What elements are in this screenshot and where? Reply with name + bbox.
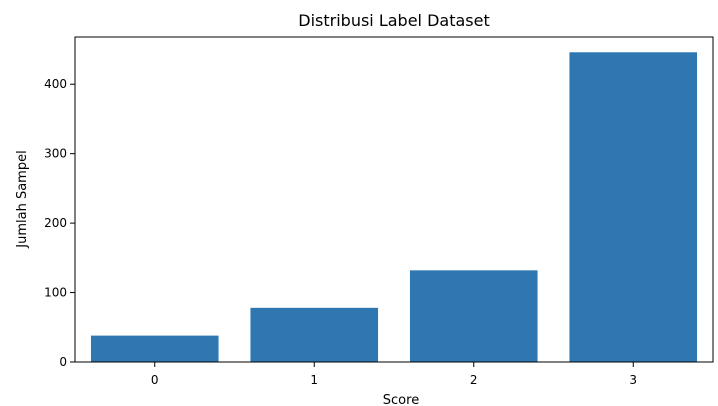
y-tick-label: 400 — [44, 77, 67, 91]
bar-2 — [409, 270, 538, 362]
bar-0 — [90, 335, 219, 362]
bar-3 — [569, 52, 698, 363]
bars-group — [90, 52, 698, 363]
x-axis-label: Score — [383, 393, 419, 406]
x-tick-label: 1 — [310, 373, 318, 387]
x-tick-label: 2 — [470, 373, 478, 387]
y-axis-label: Jumlah Sampel — [15, 150, 30, 248]
x-tick-label: 0 — [151, 373, 159, 387]
x-tick-label: 3 — [629, 373, 637, 387]
y-tick-label: 300 — [44, 147, 67, 161]
plot-frame — [74, 36, 714, 363]
y-tick-label: 0 — [59, 355, 67, 369]
y-tick-label: 100 — [44, 286, 67, 300]
bar-1 — [250, 307, 379, 362]
y-tick-label: 200 — [44, 216, 67, 230]
chart-title: Distribusi Label Dataset — [298, 11, 489, 30]
x-axis-ticks: 0 1 2 3 — [151, 362, 637, 387]
y-axis-ticks: 0 100 200 300 400 — [44, 77, 75, 369]
